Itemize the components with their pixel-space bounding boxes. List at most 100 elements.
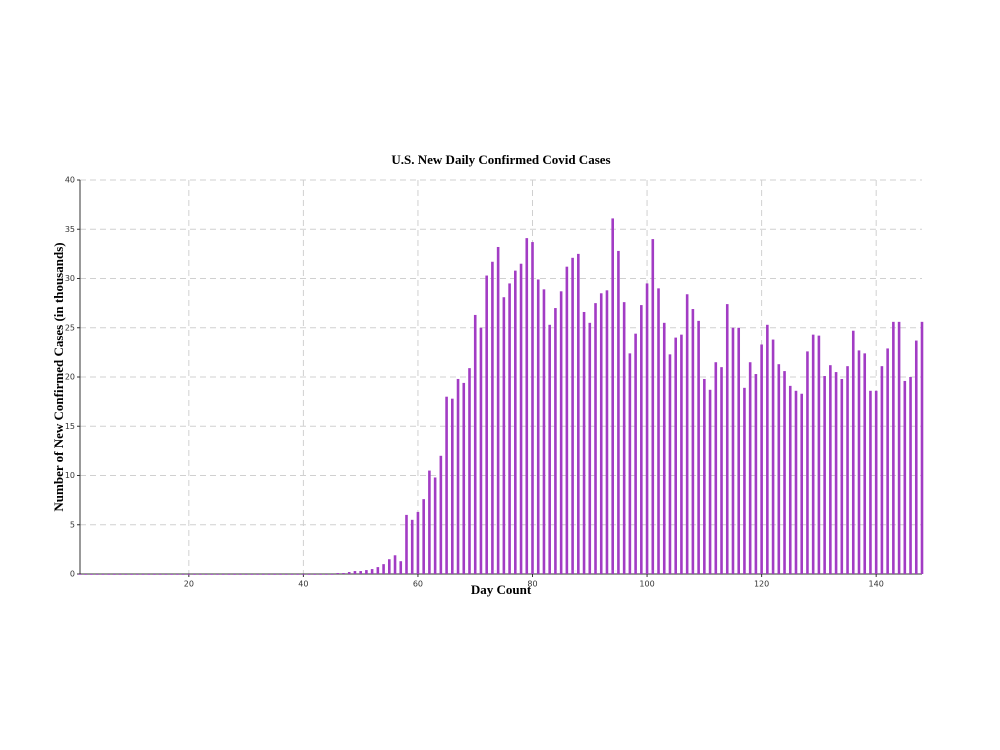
bar <box>874 390 878 574</box>
bar <box>886 348 889 574</box>
bar <box>640 305 643 574</box>
bar <box>359 571 362 574</box>
bar <box>141 574 145 575</box>
bar <box>250 574 254 575</box>
bar <box>731 327 735 574</box>
bar <box>863 353 867 574</box>
bar <box>164 574 168 575</box>
bar <box>290 574 294 575</box>
bar <box>227 574 231 575</box>
bar <box>594 303 597 574</box>
bar <box>771 339 775 574</box>
y-tick-label: 20 <box>65 373 75 382</box>
bar <box>851 330 855 574</box>
bar <box>869 390 872 574</box>
x-tick-label: 140 <box>869 580 884 589</box>
bar <box>90 574 93 575</box>
bar <box>605 290 609 574</box>
bar <box>445 396 448 574</box>
x-tick-label: 40 <box>298 580 308 589</box>
bar <box>720 367 723 574</box>
bar <box>416 511 420 574</box>
bar <box>365 570 368 574</box>
bar <box>536 279 540 574</box>
bar <box>101 574 105 575</box>
bar <box>496 246 500 575</box>
y-axis-label: Number of New Confirmed Cases (in thousa… <box>51 242 66 511</box>
bar <box>577 253 580 574</box>
bar <box>405 514 408 574</box>
bar <box>554 308 557 574</box>
bar <box>582 311 586 574</box>
bar <box>737 327 741 574</box>
bar <box>760 344 763 574</box>
bar <box>479 327 483 574</box>
bar <box>766 324 769 574</box>
bar <box>210 574 214 575</box>
bar <box>118 574 122 575</box>
bar <box>846 366 849 574</box>
bar <box>422 499 425 574</box>
bar <box>347 572 351 574</box>
bar <box>147 574 151 575</box>
bar <box>302 574 305 575</box>
bar <box>324 574 328 575</box>
bar <box>806 351 809 574</box>
bar <box>559 291 563 574</box>
bar <box>433 477 437 574</box>
bar <box>725 304 729 574</box>
bar <box>531 242 534 574</box>
y-tick-label: 40 <box>65 176 75 185</box>
bar <box>680 334 683 574</box>
bar <box>617 250 620 575</box>
x-tick-label: 20 <box>184 580 194 589</box>
bar <box>198 574 202 575</box>
bar <box>153 574 156 575</box>
bar <box>428 470 431 574</box>
bar <box>714 362 718 574</box>
bar <box>897 321 901 574</box>
bar <box>788 385 792 574</box>
bar <box>468 368 471 574</box>
bar <box>233 574 236 575</box>
bar <box>176 574 179 575</box>
bar <box>473 314 477 574</box>
bar <box>296 574 299 575</box>
y-tick-label: 35 <box>65 225 75 234</box>
bar <box>685 294 689 574</box>
bar <box>307 574 311 575</box>
bar <box>221 574 225 575</box>
bar <box>370 569 374 574</box>
bar <box>519 263 523 574</box>
bar <box>239 574 242 575</box>
x-tick-label: 120 <box>754 580 769 589</box>
bar <box>634 333 637 574</box>
y-tick-label: 10 <box>65 471 75 480</box>
bar <box>158 574 162 575</box>
bar <box>170 574 173 575</box>
bar <box>451 398 454 574</box>
bar <box>548 324 551 574</box>
bar <box>399 561 403 574</box>
bar <box>777 364 781 574</box>
bar <box>193 574 196 575</box>
bar <box>708 389 712 574</box>
x-tick-label: 80 <box>527 580 537 589</box>
bar <box>284 574 288 575</box>
bar <box>78 574 82 575</box>
bar <box>811 334 815 574</box>
bar <box>783 371 786 574</box>
chart-title: U.S. New Daily Confirmed Covid Cases <box>391 152 610 167</box>
x-tick-label: 60 <box>413 580 423 589</box>
y-tick-label: 25 <box>65 323 75 332</box>
bar <box>645 283 649 574</box>
bar <box>794 390 798 574</box>
y-tick-label: 5 <box>70 520 75 529</box>
y-tick-label: 15 <box>65 422 75 431</box>
bar <box>903 380 907 574</box>
bar <box>668 354 672 574</box>
bar <box>273 574 277 575</box>
bar <box>256 574 259 575</box>
bar <box>743 387 746 574</box>
bar <box>754 374 758 574</box>
